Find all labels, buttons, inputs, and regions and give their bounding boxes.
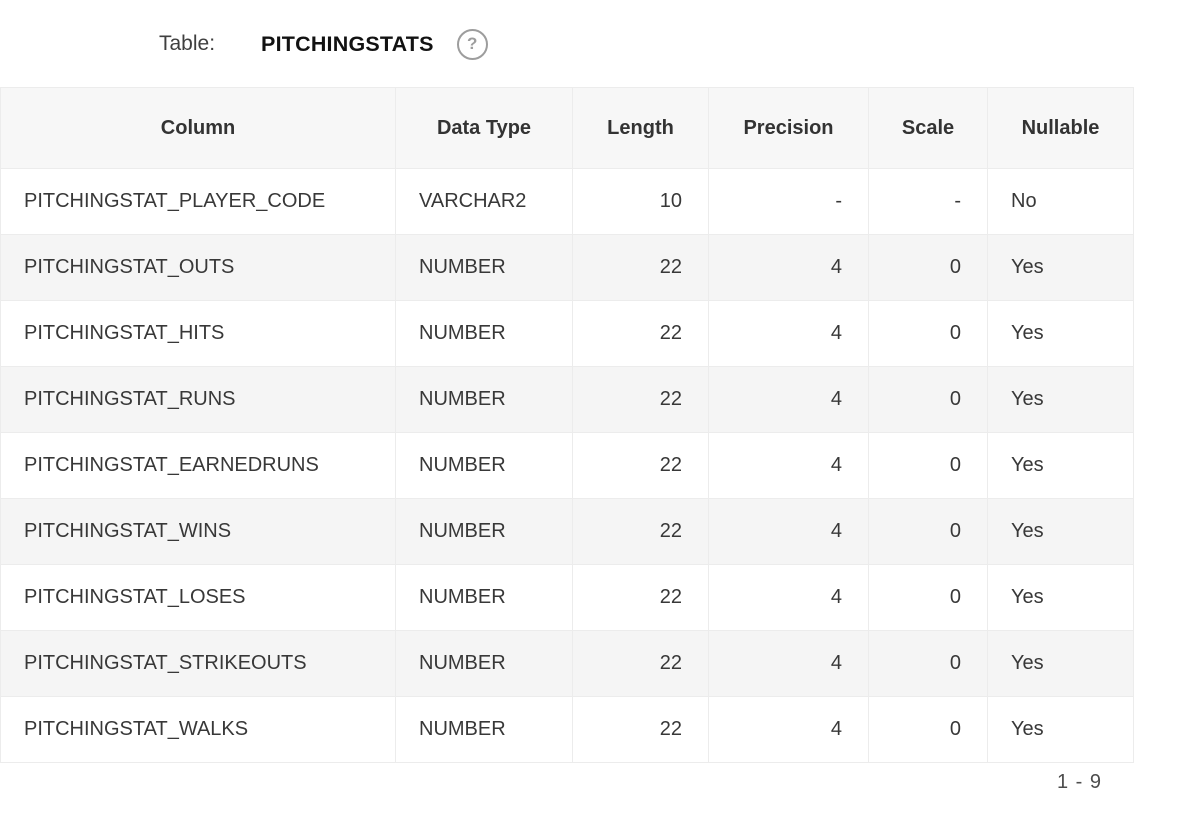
table-row: PITCHINGSTAT_LOSES NUMBER 22 4 0 Yes xyxy=(0,564,1134,631)
table-row: PITCHINGSTAT_HITS NUMBER 22 4 0 Yes xyxy=(0,300,1134,367)
table-cell-data-type: NUMBER xyxy=(395,630,573,697)
table-row: PITCHINGSTAT_OUTS NUMBER 22 4 0 Yes xyxy=(0,234,1134,301)
column-header-precision: Precision xyxy=(708,87,869,169)
table-cell-data-type: NUMBER xyxy=(395,498,573,565)
table-cell-precision: 4 xyxy=(708,234,869,301)
table-row: PITCHINGSTAT_WALKS NUMBER 22 4 0 Yes xyxy=(0,696,1134,763)
table-cell-length: 10 xyxy=(572,168,709,235)
table-cell-length: 22 xyxy=(572,696,709,763)
table-cell-column: PITCHINGSTAT_WINS xyxy=(0,498,396,565)
table-cell-data-type: NUMBER xyxy=(395,696,573,763)
table-cell-column: PITCHINGSTAT_PLAYER_CODE xyxy=(0,168,396,235)
table-cell-scale: 0 xyxy=(868,564,988,631)
table-cell-scale: 0 xyxy=(868,366,988,433)
table-cell-nullable: Yes xyxy=(987,432,1134,499)
column-header-column: Column xyxy=(0,87,396,169)
table-row: PITCHINGSTAT_EARNEDRUNS NUMBER 22 4 0 Yes xyxy=(0,432,1134,499)
columns-table-body: PITCHINGSTAT_PLAYER_CODE VARCHAR2 10- - No PI… xyxy=(0,168,1134,763)
table-cell-column: PITCHINGSTAT_LOSES xyxy=(0,564,396,631)
table-title-bar: Table: PITCHINGSTATS ? xyxy=(159,26,488,62)
table-cell-precision: 4 xyxy=(708,366,869,433)
table-cell-data-type: VARCHAR2 xyxy=(395,168,573,235)
table-cell-nullable: Yes xyxy=(987,300,1134,367)
table-cell-scale: - xyxy=(868,168,988,235)
table-cell-data-type: NUMBER xyxy=(395,432,573,499)
table-cell-precision: 4 xyxy=(708,696,869,763)
table-cell-data-type: NUMBER xyxy=(395,234,573,301)
table-label: Table: xyxy=(159,32,216,55)
table-cell-scale: 0 xyxy=(868,300,988,367)
table-cell-nullable: No xyxy=(987,168,1134,235)
table-cell-column: PITCHINGSTAT_WALKS xyxy=(0,696,396,763)
table-cell-scale: 0 xyxy=(868,234,988,301)
table-cell-precision: 4 xyxy=(708,300,869,367)
table-cell-precision: 4 xyxy=(708,498,869,565)
table-cell-length: 22 xyxy=(572,630,709,697)
table-cell-nullable: Yes xyxy=(987,696,1134,763)
columns-table: Column Data Type Length Precision Scale Nulla… xyxy=(0,87,1134,763)
table-cell-length: 22 xyxy=(572,234,709,301)
table-cell-length: 22 xyxy=(572,432,709,499)
header-row: Column Data Type Length Precision Scale Nulla… xyxy=(0,87,1134,169)
table-cell-length: 22 xyxy=(572,366,709,433)
columns-table-header: Column Data Type Length Precision Scale Nulla… xyxy=(0,87,1134,169)
table-cell-nullable: Yes xyxy=(987,564,1134,631)
table-cell-data-type: NUMBER xyxy=(395,564,573,631)
table-cell-precision: 4 xyxy=(708,432,869,499)
table-cell-scale: 0 xyxy=(868,498,988,565)
help-icon[interactable]: ? xyxy=(456,28,488,60)
column-header-data-type: Data Type xyxy=(395,87,573,169)
table-cell-nullable: Yes xyxy=(987,630,1134,697)
table-row: PITCHINGSTAT_WINS NUMBER 22 4 0 Yes xyxy=(0,498,1134,565)
table-cell-data-type: NUMBER xyxy=(395,366,573,433)
column-header-nullable: Nullable xyxy=(987,87,1134,169)
table-cell-precision: 4 xyxy=(708,564,869,631)
table-cell-length: 22 xyxy=(572,300,709,367)
column-header-scale: Scale xyxy=(868,87,988,169)
table-cell-precision: - xyxy=(708,168,869,235)
table-name: PITCHINGSTATS xyxy=(261,31,434,56)
table-cell-column: PITCHINGSTAT_HITS xyxy=(0,300,396,367)
table-cell-length: 22 xyxy=(572,564,709,631)
pagination-range: 1 - 9 xyxy=(1056,771,1102,793)
column-header-length: Length xyxy=(572,87,709,169)
table-cell-column: PITCHINGSTAT_EARNEDRUNS xyxy=(0,432,396,499)
table-row: PITCHINGSTAT_PLAYER_CODE VARCHAR2 10- - No xyxy=(0,168,1134,235)
table-cell-scale: 0 xyxy=(868,630,988,697)
table-cell-scale: 0 xyxy=(868,432,988,499)
table-cell-length: 22 xyxy=(572,498,709,565)
columns-grid-region: Column Data Type Length Precision Scale Nulla… xyxy=(0,87,1134,763)
table-cell-precision: 4 xyxy=(708,630,869,697)
table-cell-nullable: Yes xyxy=(987,234,1134,301)
table-cell-scale: 0 xyxy=(868,696,988,763)
table-row: PITCHINGSTAT_RUNS NUMBER 22 4 0 Yes xyxy=(0,366,1134,433)
table-row: PITCHINGSTAT_STRIKEOUTS NUMBER 22 4 0 Yes xyxy=(0,630,1134,697)
table-cell-nullable: Yes xyxy=(987,366,1134,433)
table-cell-column: PITCHINGSTAT_RUNS xyxy=(0,366,396,433)
table-cell-data-type: NUMBER xyxy=(395,300,573,367)
table-cell-column: PITCHINGSTAT_OUTS xyxy=(0,234,396,301)
table-cell-column: PITCHINGSTAT_STRIKEOUTS xyxy=(0,630,396,697)
table-cell-nullable: Yes xyxy=(987,498,1134,565)
